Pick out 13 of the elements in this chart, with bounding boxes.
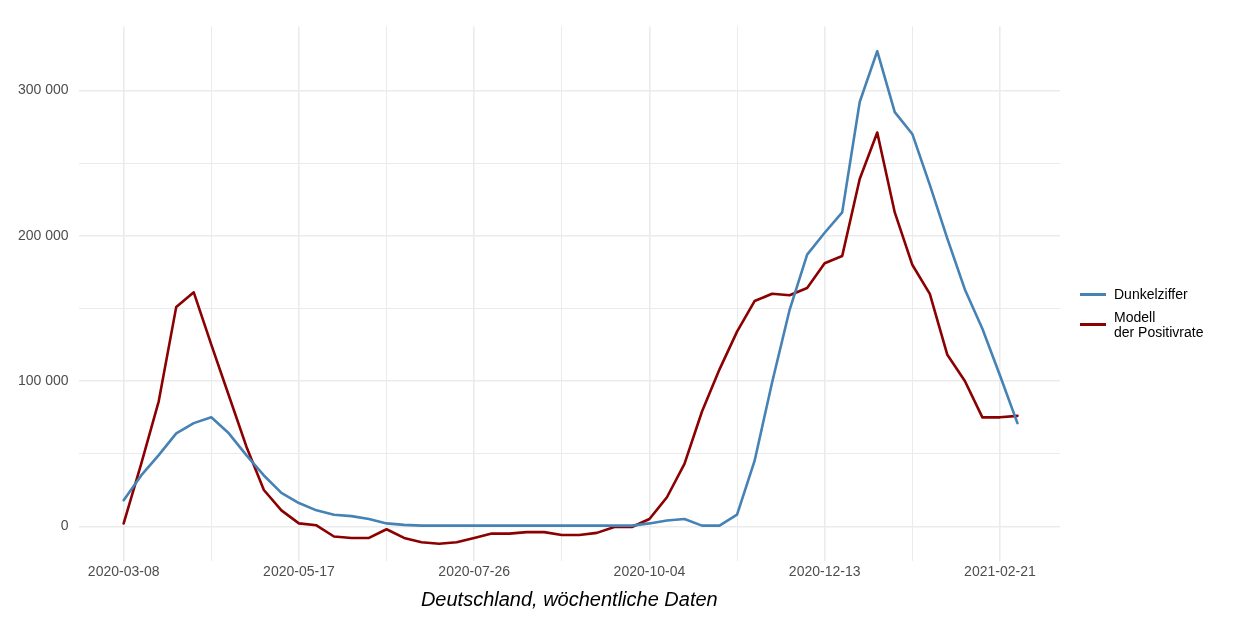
x-tick-label: 2020-03-08 bbox=[87, 563, 160, 580]
y-tick-label: 200 000 bbox=[18, 226, 69, 243]
x-tick-label: 2020-05-17 bbox=[263, 563, 335, 580]
y-tick-label: 100 000 bbox=[18, 371, 69, 388]
x-tick-label: 2020-07-26 bbox=[438, 563, 511, 580]
x-tick-label: 2020-12-13 bbox=[788, 563, 861, 580]
y-tick-label: 300 000 bbox=[18, 81, 69, 98]
y-tick-label: 0 bbox=[60, 517, 69, 534]
x-tick-label: 2021-02-21 bbox=[964, 563, 1036, 580]
legend-label: Dunkelziffer bbox=[1114, 285, 1188, 302]
legend-label: Modell der Positivrate bbox=[1114, 308, 1204, 340]
x-tick-label: 2020-10-04 bbox=[613, 563, 686, 580]
x-axis-title: Deutschland, wöchentliche Daten bbox=[420, 587, 718, 610]
